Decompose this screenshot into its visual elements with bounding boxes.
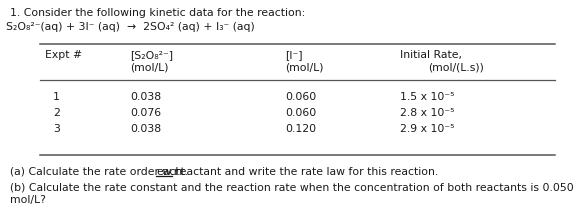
Text: 1. Consider the following kinetic data for the reaction:: 1. Consider the following kinetic data f… [10, 8, 305, 18]
Text: 0.038: 0.038 [130, 124, 161, 134]
Text: 2: 2 [53, 108, 60, 118]
Text: [I⁻]: [I⁻] [285, 50, 303, 60]
Text: (b) Calculate the rate constant and the reaction rate when the concentration of : (b) Calculate the rate constant and the … [10, 182, 573, 192]
Text: 2.9 x 10⁻⁵: 2.9 x 10⁻⁵ [400, 124, 454, 134]
Text: 2.8 x 10⁻⁵: 2.8 x 10⁻⁵ [400, 108, 454, 118]
Text: [S₂O₈²⁻]: [S₂O₈²⁻] [130, 50, 173, 60]
Text: (a) Calculate the rate order w.r.t.: (a) Calculate the rate order w.r.t. [10, 167, 192, 177]
Text: 0.038: 0.038 [130, 92, 161, 102]
Text: 1: 1 [53, 92, 60, 102]
Text: 0.060: 0.060 [285, 92, 316, 102]
Text: reactant and write the rate law for this reaction.: reactant and write the rate law for this… [172, 167, 438, 177]
Text: (mol/(L.s)): (mol/(L.s)) [428, 62, 484, 72]
Text: S₂O₈²⁻(aq) + 3I⁻ (aq)  →  2SO₄² (aq) + I₃⁻ (aq): S₂O₈²⁻(aq) + 3I⁻ (aq) → 2SO₄² (aq) + I₃⁻… [6, 22, 254, 32]
Text: 0.060: 0.060 [285, 108, 316, 118]
Text: Initial Rate,: Initial Rate, [400, 50, 462, 60]
Text: mol/L?: mol/L? [10, 195, 46, 205]
Text: each: each [156, 167, 182, 177]
Text: 0.076: 0.076 [130, 108, 161, 118]
Text: (mol/L): (mol/L) [130, 62, 168, 72]
Text: Expt #: Expt # [45, 50, 82, 60]
Text: (mol/L): (mol/L) [285, 62, 324, 72]
Text: 1.5 x 10⁻⁵: 1.5 x 10⁻⁵ [400, 92, 454, 102]
Text: 3: 3 [53, 124, 60, 134]
Text: 0.120: 0.120 [285, 124, 316, 134]
